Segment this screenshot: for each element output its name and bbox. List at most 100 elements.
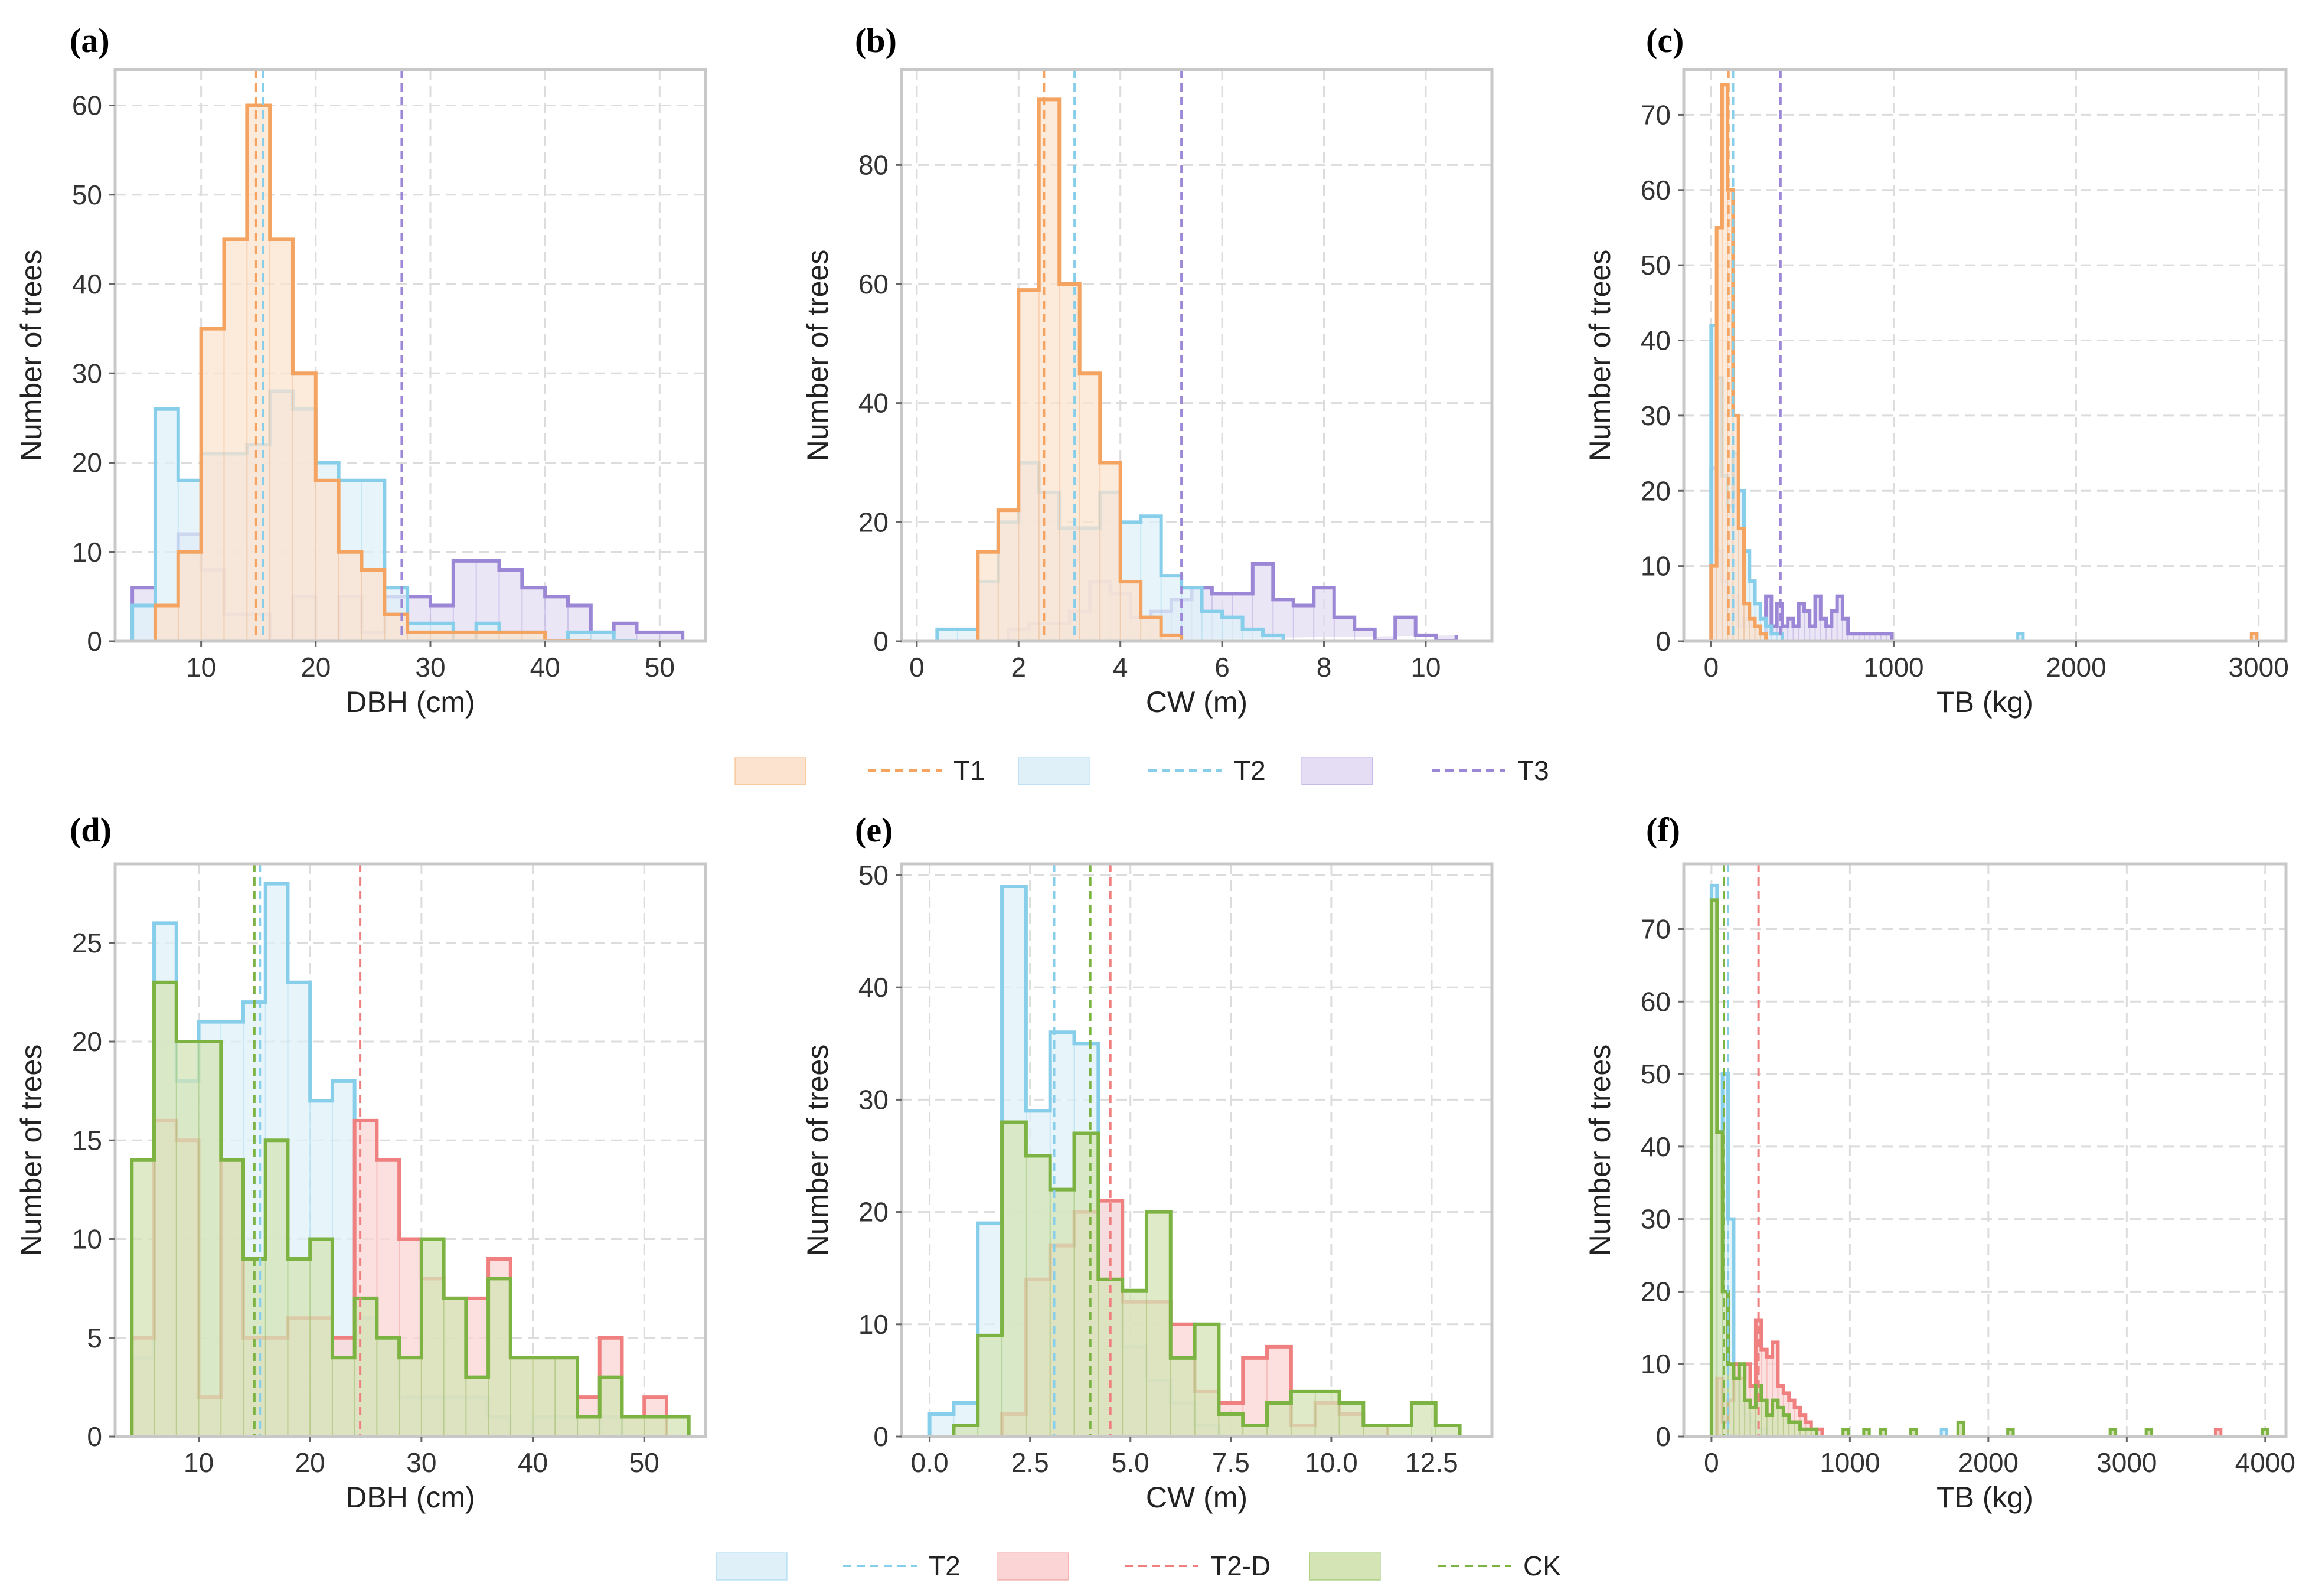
y-tick-label: 0 (873, 626, 889, 657)
y-tick-label: 20 (858, 507, 889, 537)
hist-outline (952, 1120, 1462, 1437)
y-tick-label: 60 (72, 90, 102, 121)
y-axis-label: Number of trees (801, 250, 834, 461)
x-tick-label: 2000 (1958, 1447, 2019, 1478)
plot-area (130, 864, 691, 1437)
x-tick-label: 1000 (1863, 652, 1923, 683)
x-tick-label: 20 (295, 1447, 325, 1478)
y-tick-label: 60 (1641, 175, 1671, 205)
plot-area (927, 864, 1462, 1437)
series-ck (1709, 898, 2270, 1437)
chart-panel: 10 20 30 40 50 0 10 20 30 40 50 60 DBH (cm) Number of… (15, 21, 707, 719)
legend-label: CK (1523, 1551, 1561, 1581)
x-tick-label: 4000 (2235, 1447, 2295, 1478)
x-tick-label: 0 (1704, 652, 1719, 683)
x-tick-label: 6 (1214, 652, 1230, 683)
y-tick-label: 40 (858, 972, 889, 1003)
series-ck (952, 1120, 1462, 1437)
y-axis-label: Number of trees (1583, 1045, 1616, 1256)
x-tick-label: 50 (645, 652, 675, 683)
axes-frame (1682, 68, 2288, 643)
chart-panel: 0 2 4 6 8 10 0 20 40 60 80 CW (m) Number of trees (b) (801, 21, 1494, 719)
x-tick-label: 2 (1011, 652, 1026, 683)
panel-label: (d) (70, 811, 112, 849)
y-tick-label: 70 (1641, 914, 1671, 945)
outlier-bar (2016, 632, 2025, 641)
y-axis-label: Number of trees (801, 1045, 834, 1256)
legend-label: T2 (929, 1551, 961, 1581)
hist-fill (1711, 900, 1817, 1437)
y-tick-label: 0 (1655, 1421, 1671, 1452)
y-tick-label: 30 (1641, 400, 1671, 431)
series-t2 (1709, 324, 2025, 641)
x-tick-label: 8 (1317, 652, 1332, 683)
y-tick-label: 10 (72, 537, 102, 567)
chart-panel: 0 1000 2000 3000 0 10 20 30 40 50 60 70 TB (kg) Numbe… (1583, 21, 2289, 719)
y-tick-label: 10 (1641, 1349, 1671, 1379)
y-tick-label: 20 (1641, 475, 1671, 506)
y-tick-label: 50 (1641, 1059, 1671, 1089)
y-tick-label: 20 (1641, 1276, 1671, 1307)
series-t2 (1709, 883, 1949, 1437)
legend-label: T2-D (1210, 1551, 1271, 1581)
x-tick-label: 20 (301, 652, 331, 683)
chart-panel: 0 1000 2000 3000 4000 0 10 20 30 40 50 60 70 TB (kg) N… (1583, 811, 2295, 1514)
x-tick-label: 2000 (2046, 652, 2106, 683)
x-tick-label: 12.5 (1405, 1447, 1458, 1478)
x-axis-label: DBH (cm) (345, 1481, 475, 1514)
y-tick-label: 40 (858, 388, 889, 419)
axes-frame (1682, 862, 2288, 1438)
y-tick-label: 25 (72, 928, 102, 958)
x-axis-label: CW (m) (1146, 686, 1247, 719)
y-tick-label: 0 (873, 1421, 889, 1452)
axes-frame (900, 68, 1494, 643)
legend-patch (1301, 757, 1373, 785)
y-tick-label: 10 (1641, 551, 1671, 582)
y-tick-label: 20 (72, 448, 102, 478)
x-tick-label: 30 (406, 1447, 436, 1478)
y-tick-label: 30 (858, 1084, 889, 1115)
y-tick-label: 50 (858, 860, 889, 890)
y-tick-label: 20 (72, 1026, 102, 1057)
plot-area (1709, 864, 2270, 1437)
x-tick-label: 10 (186, 652, 216, 683)
y-axis-label: Number of trees (1583, 250, 1616, 461)
x-axis-label: CW (m) (1146, 1481, 1247, 1514)
x-tick-label: 3000 (2096, 1447, 2157, 1478)
series-t1 (1709, 83, 2259, 641)
panel-label: (b) (855, 21, 897, 60)
chart-panel: 0.0 2.5 5.0 7.5 10.0 12.5 0 10 20 30 40 50 CW (m) Num… (801, 811, 1494, 1514)
x-tick-label: 10 (184, 1447, 214, 1478)
hist-fill (953, 1122, 1460, 1437)
x-tick-label: 0 (1704, 1447, 1719, 1478)
x-tick-label: 0 (909, 652, 925, 683)
x-tick-label: 1000 (1820, 1447, 1880, 1478)
legend-label: T3 (1517, 755, 1549, 786)
x-tick-label: 5.0 (1112, 1447, 1149, 1478)
panel-label: (e) (855, 811, 893, 849)
hist-outline (153, 103, 591, 641)
x-axis-label: TB (kg) (1936, 686, 2033, 719)
x-tick-label: 40 (518, 1447, 548, 1478)
panel-label: (a) (70, 21, 110, 60)
grid (1684, 70, 2286, 642)
y-tick-label: 30 (72, 358, 102, 389)
series-t2-d (1715, 1318, 2223, 1437)
legend-patch (734, 757, 806, 785)
y-tick-label: 40 (1641, 325, 1671, 356)
hist-outline (130, 980, 691, 1437)
legend-patch (1309, 1552, 1381, 1581)
series-ck (130, 980, 691, 1437)
y-tick-label: 60 (1641, 986, 1671, 1017)
y-axis-label: Number of trees (15, 1045, 48, 1256)
y-tick-label: 50 (1641, 250, 1671, 280)
plot-area (130, 70, 685, 641)
legend-patch (716, 1552, 788, 1581)
x-tick-label: 10 (1410, 652, 1441, 683)
axes-frame (900, 862, 1494, 1438)
legend-bottom: T2 T2-D CK (716, 1551, 1561, 1581)
hist-fill (132, 982, 689, 1437)
y-tick-label: 40 (1641, 1131, 1671, 1162)
panel-label: (f) (1646, 811, 1680, 849)
